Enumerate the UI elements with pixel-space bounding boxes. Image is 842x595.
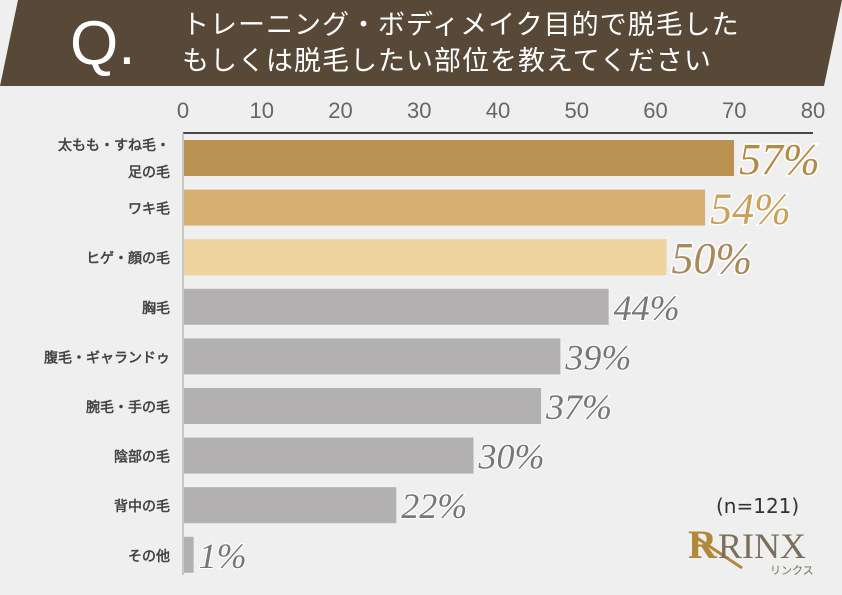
- data-label: 44%: [614, 288, 680, 328]
- svg-text:リンクス: リンクス: [770, 564, 814, 577]
- data-label: 30%: [478, 437, 545, 477]
- data-label: 37%: [545, 387, 612, 427]
- sample-size: (n=121): [716, 494, 800, 518]
- category-label: 背中の毛: [114, 498, 170, 515]
- category-label: 腕毛・手の毛: [86, 399, 170, 416]
- title-line-1: トレーニング・ボディメイク目的で脱毛した: [182, 10, 740, 41]
- x-tick-label: 70: [722, 98, 746, 123]
- x-tick-label: 50: [565, 98, 589, 123]
- question-header: Q. トレーニング・ボディメイク目的で脱毛した もしくは脱毛したい部位を教えてく…: [0, 0, 842, 86]
- x-tick-label: 0: [177, 98, 189, 123]
- data-label: 54%: [710, 185, 791, 234]
- header-banner: [0, 0, 842, 86]
- bar: [184, 189, 706, 226]
- x-tick-label: 60: [643, 98, 667, 123]
- bar: [184, 288, 609, 325]
- data-label: 1%: [199, 536, 247, 576]
- page-title: トレーニング・ボディメイク目的で脱毛した もしくは脱毛したい部位を教えてください: [182, 8, 740, 80]
- x-tick-label: 30: [407, 98, 431, 123]
- x-tick-label: 40: [486, 98, 510, 123]
- bar: [184, 338, 561, 375]
- category-label: 太もも・すね毛・: [58, 137, 170, 154]
- bar: [184, 437, 474, 474]
- category-label: その他: [128, 548, 170, 565]
- category-label: ヒゲ・顔の毛: [86, 250, 170, 267]
- bar: [184, 487, 397, 524]
- x-tick-label: 20: [328, 98, 352, 123]
- category-label: 腹毛・ギャランドゥ: [44, 349, 170, 366]
- category-label: 陰部の毛: [114, 449, 170, 466]
- x-tick-label: 80: [801, 98, 825, 123]
- svg-text:RINX: RINX: [718, 526, 806, 566]
- bar: [184, 140, 735, 176]
- bar: [184, 388, 542, 424]
- bar: [184, 239, 667, 276]
- data-label: 57%: [739, 135, 820, 184]
- rinx-logo: R RINX リンクス: [688, 522, 828, 586]
- data-label: 22%: [401, 486, 467, 526]
- category-label: 胸毛: [142, 300, 170, 317]
- bar: [184, 536, 194, 573]
- data-label: 39%: [564, 337, 631, 377]
- category-label: 足の毛: [128, 164, 170, 181]
- category-label: ワキ毛: [128, 201, 170, 218]
- data-label: 50%: [672, 234, 753, 283]
- title-line-2: もしくは脱毛したい部位を教えてください: [182, 46, 712, 77]
- question-mark: Q.: [70, 9, 136, 78]
- svg-text:R: R: [688, 522, 718, 567]
- x-tick-label: 10: [250, 98, 274, 123]
